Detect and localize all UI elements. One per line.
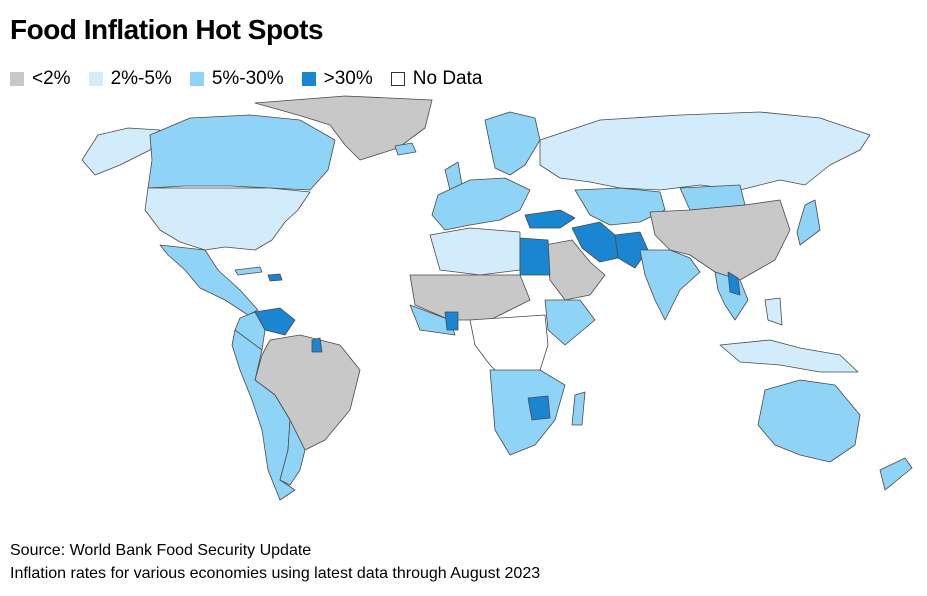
legend-item-mild: 2%-5% <box>88 68 172 90</box>
region-arabia <box>544 239 606 301</box>
region-ghana <box>444 311 459 331</box>
world-map <box>81 95 913 501</box>
region-se-asia <box>714 271 749 321</box>
legend-swatch-low <box>10 72 24 86</box>
region-new-zealand <box>879 457 913 491</box>
region-southern-africa <box>489 369 566 456</box>
region-north-africa <box>429 227 521 276</box>
region-peru-chile <box>231 329 296 501</box>
legend-label-mild: 2%-5% <box>110 68 172 89</box>
legend-label-high: >30% <box>323 68 373 89</box>
region-horn <box>544 299 596 346</box>
region-argentina <box>279 419 306 486</box>
legend-swatch-mild <box>88 72 103 86</box>
legend-item-high: >30% <box>301 68 373 90</box>
legend-label-moderate: 5%-30% <box>211 68 284 89</box>
region-turkey <box>524 209 576 229</box>
region-western-europe <box>431 177 531 231</box>
legend-swatch-moderate <box>189 72 204 86</box>
legend-label-low: <2% <box>32 68 71 89</box>
region-philippines <box>764 297 783 326</box>
region-scandinavia <box>484 111 541 176</box>
region-usa <box>144 187 311 251</box>
region-egypt <box>519 237 551 276</box>
region-iceland <box>394 142 417 156</box>
source-note: Source: World Bank Food Security Update <box>10 542 312 559</box>
legend-label-nodata: No Data <box>412 68 483 89</box>
legend: <2% 2%-5% 5%-30% >30% No Data <box>10 68 500 90</box>
region-india <box>639 249 701 321</box>
legend-item-moderate: 5%-30% <box>189 68 284 90</box>
region-laos <box>727 271 741 296</box>
region-mexico <box>159 244 259 316</box>
region-greenland <box>254 95 433 161</box>
legend-item-low: <2% <box>10 68 71 90</box>
legend-swatch-high <box>301 72 316 86</box>
caption-note: Inflation rates for various economies us… <box>10 565 541 582</box>
region-caribbean-haiti <box>267 273 283 282</box>
region-caribbean-cuba <box>234 266 263 276</box>
region-indonesia <box>719 339 859 373</box>
page-title: Food Inflation Hot Spots <box>10 14 324 45</box>
region-zimbabwe <box>527 395 551 421</box>
region-madagascar <box>571 391 586 426</box>
region-west-africa <box>409 304 456 336</box>
legend-swatch-nodata <box>390 72 405 86</box>
legend-item-nodata: No Data <box>390 68 483 90</box>
region-australia <box>757 379 861 463</box>
region-canada <box>147 114 336 191</box>
region-sahel <box>409 274 531 321</box>
region-guianas <box>311 337 323 353</box>
region-japan <box>796 199 821 246</box>
region-russia <box>539 111 871 191</box>
region-alaska <box>81 127 161 176</box>
region-china <box>649 199 791 281</box>
